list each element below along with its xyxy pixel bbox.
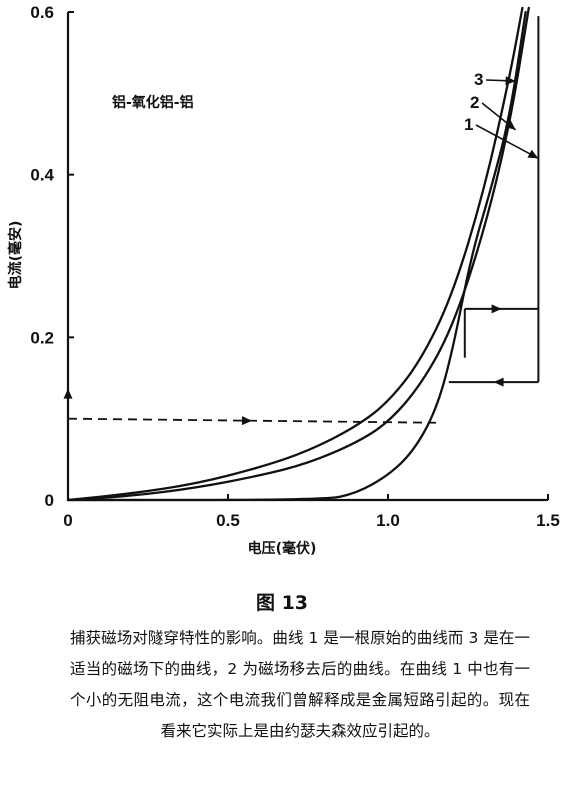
y-tick-label: 0 — [45, 491, 54, 510]
arrow-head — [493, 377, 504, 387]
leader-arrow-3 — [505, 76, 516, 86]
arrow-head — [491, 304, 502, 314]
tick-labels: 0 0.5 1.0 1.5 0 0.2 0.4 0.6 — [30, 3, 559, 530]
figure-caption: 捕获磁场对隧穿特性的影响。曲线 1 是一根原始的曲线而 3 是在一适当的磁场下的… — [70, 629, 530, 740]
tunneling-iv-chart: 0 0.5 1.0 1.500.20.40.6 123 铝-氧化铝-铝 电压(毫伏) … — [7, 3, 560, 557]
curve-1 — [66, 10, 527, 502]
arrow-head — [63, 388, 73, 399]
chart-title: 铝-氧化铝-铝 — [112, 94, 194, 111]
curve-label-2: 2 — [470, 93, 479, 112]
x-axis-label: 电压(毫伏) — [248, 540, 317, 557]
curve-label-1: 1 — [464, 115, 473, 134]
figure-title: 图 13 — [255, 592, 309, 614]
y-tick-label: 0.4 — [30, 166, 54, 185]
x-tick-label: 0 — [63, 511, 72, 530]
chart-annotations — [63, 16, 540, 426]
x-tick-label: 1.0 — [376, 511, 400, 530]
x-tick-label: 1.5 — [536, 511, 560, 530]
leader-arrow-2 — [504, 120, 516, 130]
x-tick-label: 0.5 — [216, 511, 240, 530]
chart-curves — [66, 6, 530, 502]
curve-2 — [66, 6, 530, 502]
curve-label-3: 3 — [474, 70, 483, 89]
curve-labels: 1 2 3 — [464, 70, 539, 160]
curve-3 — [66, 6, 524, 502]
leader-line-1 — [475, 124, 539, 160]
leader-arrow-1 — [527, 149, 539, 159]
arrow-head — [241, 416, 252, 426]
y-axis-label: 电流(毫安) — [7, 221, 24, 290]
y-tick-label: 0.6 — [30, 3, 54, 22]
y-tick-label: 0.2 — [30, 328, 54, 347]
